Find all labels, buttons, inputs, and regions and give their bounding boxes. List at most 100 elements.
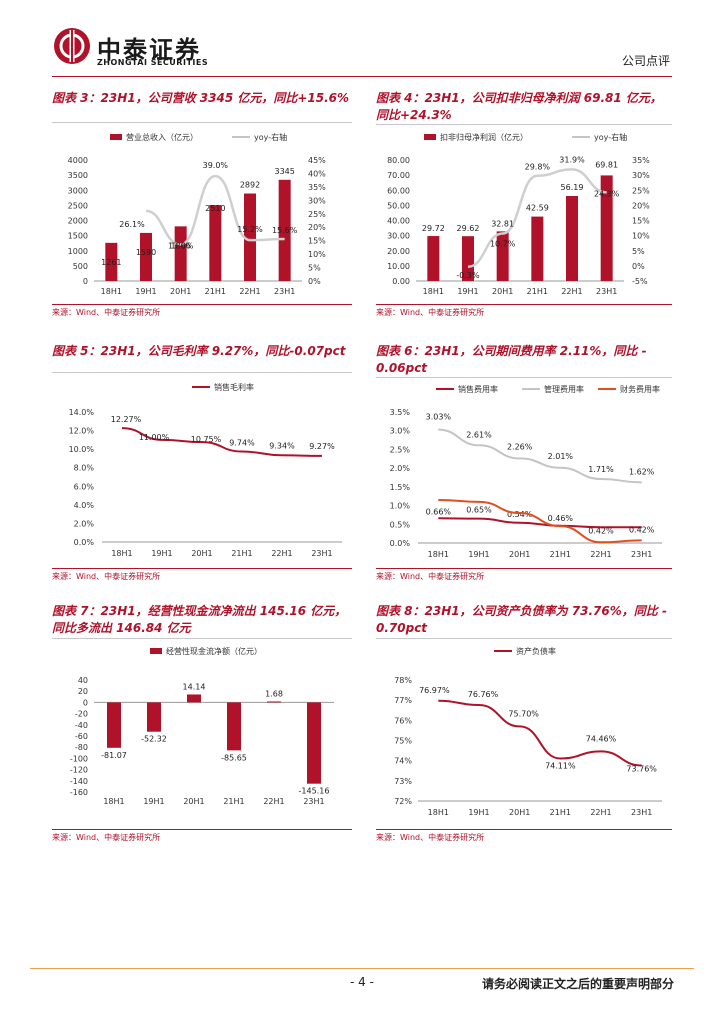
fig4-title-line2: 同比+24.3% (376, 108, 452, 122)
chart-f5-series-0-label: 9.27% (309, 442, 335, 451)
chart-f4-yoy-label: 10.7% (490, 240, 516, 249)
fig8-source-rule (376, 829, 672, 830)
chart-f4-right-tick: 35% (632, 156, 650, 165)
chart-f4-legend-bar-swatch (424, 134, 436, 140)
chart-f3-right-tick: 45% (308, 156, 326, 165)
chart-f8-series-0-label: 76.76% (468, 690, 499, 699)
chart-f7-legend-label: 经营性现金流净额（亿元） (166, 646, 262, 656)
chart-f6-y-tick: 2.0% (390, 464, 411, 473)
chart-f5-y-tick: 4.0% (74, 501, 95, 510)
chart-f4-bar-label: 29.72 (422, 224, 445, 233)
chart-f6-y-tick: 0.0% (390, 539, 411, 548)
chart-f3-bar (278, 179, 291, 281)
chart-f4-yoy-label: 31.9% (559, 155, 585, 164)
footer-divider (30, 968, 694, 969)
chart-f7-bar (107, 702, 121, 748)
company-name-cn: 中泰证券 (97, 36, 201, 64)
chart-f4-bar-label: 29.62 (457, 224, 480, 233)
chart-f8-series-0-label: 76.97% (419, 686, 450, 695)
chart-f5-y-tick: 2.0% (74, 519, 95, 528)
chart-f4-left-tick: 70.00 (387, 171, 410, 180)
chart-f3-yoy-label: 39.0% (203, 161, 229, 170)
chart-f3-left-tick: 2500 (68, 201, 88, 210)
chart-f5-series-0-label: 9.34% (269, 441, 295, 450)
chart-f6-series-0-label: 0.42% (588, 526, 614, 535)
chart-f4-right-tick: 5% (632, 247, 645, 256)
chart-f4-bar-label: 69.81 (595, 160, 618, 169)
fig6-rule (376, 377, 672, 378)
chart-f7-y-tick: 40 (78, 676, 88, 685)
chart-f4-left-tick: 30.00 (387, 232, 410, 241)
chart-f4-yoy-label: -0.3% (456, 271, 480, 280)
chart-f3-bar-label: 2892 (240, 181, 260, 190)
chart-f4-right-tick: 15% (632, 217, 650, 226)
chart-f6-series-0-label: 0.54% (507, 510, 533, 519)
chart-f4-yoy-label: 29.8% (525, 163, 551, 172)
chart-f3-bar (174, 226, 187, 281)
chart-f3-right-tick: 20% (308, 223, 326, 232)
fig4-title-line1: 图表 4：23H1，公司扣非归母净利润 69.81 亿元， (376, 91, 662, 105)
chart-f7-y-tick: -80 (75, 743, 88, 752)
chart-f6-series-1-line (438, 428, 642, 484)
chart-f7-y-tick: -100 (70, 754, 88, 763)
chart-f3-legend-bar-label: 营业总收入（亿元） (126, 132, 198, 142)
chart-f3-right-tick: 25% (308, 210, 326, 219)
chart-f3-bar-label: 2510 (205, 204, 225, 213)
fig4-chart: 扣非归母净利润（亿元） yoy-右轴 0.00 10.00 20.00 30.00 40.0… (387, 132, 650, 296)
chart-f3-right-tick: 30% (308, 196, 326, 205)
fig8-chart: 资产负债率 72% 73% 74% 75% 76% 77% 78% 76.97% 76.76% 75… (394, 646, 662, 817)
fig8-rule (376, 638, 672, 639)
chart-f3-left-tick: 1000 (68, 247, 88, 256)
chart-f5-series-0-line (121, 427, 323, 457)
chart-f5-x-tick: 23H1 (311, 549, 332, 558)
chart-f7-bar (187, 694, 201, 703)
chart-f6-series-0-label: 0.46% (548, 514, 574, 523)
chart-f3-left-tick: 2000 (68, 217, 88, 226)
chart-f7-x-tick: 20H1 (183, 797, 204, 806)
chart-f4-legend-bar-label: 扣非归母净利润（亿元） (440, 132, 528, 142)
chart-f8-x-tick: 23H1 (631, 808, 652, 817)
chart-f7-x-tick: 18H1 (103, 797, 124, 806)
chart-f8-y-tick: 75% (394, 737, 412, 746)
chart-f4-bar (427, 236, 440, 281)
chart-f3-bar (105, 242, 118, 281)
chart-f6-y-tick: 0.5% (390, 520, 411, 529)
chart-f4-bar-label: 42.59 (526, 204, 549, 213)
chart-f3-right-tick: 35% (308, 183, 326, 192)
chart-f7-bar-label: 14.14 (183, 682, 206, 691)
chart-f7-x-tick: 22H1 (263, 797, 284, 806)
chart-f7-y-tick: -20 (75, 710, 88, 719)
fig8-title-line1: 图表 8：23H1，公司资产负债率为 73.76%，同比 - (376, 604, 667, 618)
chart-f3-x-tick: 23H1 (274, 287, 295, 296)
chart-f5-x-tick: 20H1 (191, 549, 212, 558)
chart-f4-bar-label: 32.81 (491, 219, 514, 228)
chart-f7-bar (227, 702, 241, 751)
chart-f3-left-tick: 0 (83, 277, 88, 286)
fig3-rule (52, 122, 352, 123)
fig7-chart: 经营性现金流净额（亿元） -160 -140 -120 -100 -80 -60 -40 -20… (70, 646, 334, 806)
fig5-source: 来源：Wind、中泰证券研究所 (52, 572, 161, 581)
chart-f4-left-tick: 20.00 (387, 247, 410, 256)
chart-f3-bar-label: 1806 (170, 241, 190, 250)
chart-f6-x-tick: 21H1 (550, 550, 571, 559)
header-divider (52, 76, 672, 77)
chart-f7-y-tick: -140 (70, 777, 88, 786)
chart-f3-x-tick: 22H1 (239, 287, 260, 296)
chart-f5-y-tick: 8.0% (74, 464, 95, 473)
chart-f3-right-tick: 0% (308, 277, 321, 286)
chart-f5-y-tick: 6.0% (74, 482, 95, 491)
chart-f7-y-tick: 0 (83, 698, 88, 707)
chart-f8-y-tick: 73% (394, 777, 412, 786)
chart-f3-bar-label: 1261 (101, 258, 121, 267)
chart-f6-x-tick: 19H1 (468, 550, 489, 559)
chart-f7-y-tick: -120 (70, 766, 88, 775)
company-name-en: ZHONGTAI SECURITIES (97, 58, 209, 67)
chart-f8-series-0-label: 74.46% (586, 734, 617, 743)
chart-f6-legend-2-label: 财务费用率 (620, 384, 660, 394)
chart-f6-x-tick: 23H1 (631, 550, 652, 559)
chart-f6-x-tick: 18H1 (428, 550, 449, 559)
chart-f4-left-tick: 0.00 (392, 277, 410, 286)
chart-f7-bar-label: -145.16 (299, 787, 330, 796)
chart-f3-x-tick: 19H1 (135, 287, 156, 296)
chart-f6-series-1-label: 1.71% (588, 465, 614, 474)
